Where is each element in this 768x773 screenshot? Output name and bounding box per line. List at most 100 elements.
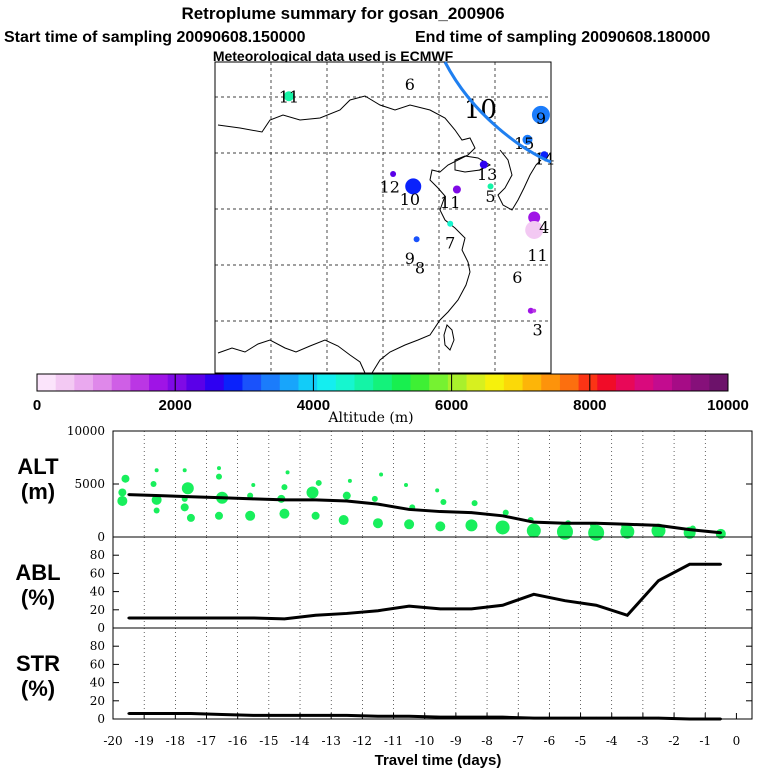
- colorbar-swatch: [709, 374, 729, 391]
- y-tick-label: 20: [90, 603, 105, 617]
- y-tick-label: 20: [90, 694, 105, 708]
- panel-ylabel-unit: (m): [21, 479, 55, 504]
- colorbar-swatch: [671, 374, 692, 391]
- met-data-label: Meteorological data used is ECMWF: [213, 48, 454, 64]
- colorbar-swatch: [186, 374, 206, 391]
- series-point: [252, 497, 255, 501]
- colorbar-swatch: [578, 374, 598, 391]
- colorbar-tick-label: 0: [33, 397, 41, 414]
- time-series-panels: 0500010000ALT(m)020406080ABL(%)020406080…: [15, 424, 753, 769]
- series-point: [688, 563, 691, 566]
- plume-label: 9: [536, 109, 546, 128]
- series-point: [127, 712, 130, 715]
- y-tick-label: 0: [97, 530, 105, 544]
- x-tick-label: -9: [450, 734, 462, 748]
- series-point: [314, 614, 317, 617]
- series-point: [345, 499, 348, 503]
- panel-ylabel-unit: (%): [21, 585, 55, 610]
- plume-cluster-dot: [531, 105, 550, 124]
- series-point: [501, 715, 504, 719]
- plume-label: 3: [532, 321, 542, 340]
- colorbar-swatch: [223, 374, 243, 391]
- altitude-cluster-point: [495, 520, 510, 535]
- colorbar-swatch: [37, 374, 57, 391]
- plume-label: 11: [279, 87, 299, 106]
- plume-clusters: [283, 91, 550, 314]
- plume-label: 4: [539, 218, 549, 237]
- colorbar-swatch: [391, 374, 412, 391]
- korea-coast: [497, 149, 542, 211]
- colorbar-tick-label: 4000: [297, 397, 330, 414]
- colorbar-swatch: [485, 374, 505, 391]
- series-point: [127, 493, 130, 496]
- panel-frame: [112, 627, 753, 720]
- plume-cluster-dot: [405, 178, 422, 195]
- colorbar-swatch: [410, 374, 430, 391]
- altitude-cluster-point: [247, 492, 254, 499]
- end-time-label: End time of sampling 20090608.180000: [415, 29, 710, 46]
- taiwan: [443, 324, 455, 351]
- panel-frame: [112, 430, 753, 538]
- colorbar-swatch: [130, 374, 150, 391]
- colorbar-swatch: [335, 374, 355, 391]
- y-tick-label: 60: [90, 657, 105, 671]
- altitude-cluster-point: [180, 503, 189, 512]
- colorbar-swatch: [653, 374, 673, 391]
- series-point: [626, 614, 629, 617]
- plume-cluster-dot: [283, 91, 294, 102]
- series-point: [563, 522, 567, 525]
- x-tick-label: -2: [668, 734, 680, 748]
- series-point: [688, 717, 691, 721]
- series-point: [345, 612, 348, 615]
- series-point: [626, 716, 629, 720]
- series-point: [439, 607, 442, 611]
- x-tick-label: -18: [166, 734, 185, 748]
- colorbar-swatch: [373, 374, 393, 391]
- series-point: [470, 715, 473, 719]
- plume-label: 12: [380, 178, 400, 197]
- series-point: [189, 712, 193, 715]
- altitude-cluster-point: [117, 495, 128, 506]
- x-tick-label: -12: [353, 734, 372, 748]
- colorbar-swatch: [447, 374, 468, 391]
- series-point: [532, 520, 536, 524]
- colorbar-swatch: [317, 374, 337, 391]
- colorbar-swatch: [261, 374, 281, 391]
- y-tick-label: 40: [90, 585, 105, 599]
- panel-alt: 0 5000 10000 ALT(m): [17, 424, 753, 544]
- y-tick-label: 80: [90, 639, 105, 653]
- x-tick-label: -10: [415, 734, 434, 748]
- plume-label: 7: [445, 234, 455, 253]
- series-point: [594, 604, 598, 607]
- series-point: [220, 496, 224, 499]
- panel-ylabel: ALT: [17, 454, 59, 479]
- y-tick-label: 40: [90, 676, 105, 690]
- series-point: [594, 522, 598, 525]
- plume-cluster-dot: [528, 211, 541, 224]
- x-tick-label: -8: [481, 734, 493, 748]
- series-point: [127, 616, 130, 620]
- series-point: [719, 531, 723, 534]
- series-point: [470, 511, 473, 514]
- plume-cluster-dot: [532, 308, 537, 313]
- altitude-cluster-point: [150, 481, 157, 487]
- x-tick-label: -17: [197, 734, 216, 748]
- panel-ylabel: ABL: [15, 560, 60, 585]
- x-tick-label: -6: [544, 734, 556, 748]
- x-tick-label: -4: [606, 734, 618, 748]
- altitude-cluster-point: [121, 474, 130, 483]
- colorbar-swatch: [74, 374, 94, 391]
- series-point: [470, 607, 473, 611]
- x-tick-label: -13: [322, 734, 341, 748]
- altitude-cluster-point: [186, 513, 195, 522]
- figure-title: Retroplume summary for gosan_200906: [181, 4, 504, 23]
- x-tick-label: -15: [259, 734, 278, 748]
- colorbar-swatch: [111, 374, 131, 391]
- start-time-label: Start time of sampling 20090608.150000: [4, 29, 306, 46]
- colorbar-tick-label: 8000: [573, 397, 606, 414]
- series-point: [501, 604, 504, 607]
- altitude-cluster-point: [279, 508, 290, 519]
- colorbar-tick-label: 2000: [159, 397, 192, 414]
- plume-cluster-dot: [479, 160, 488, 169]
- plume-cluster-dot: [527, 307, 534, 314]
